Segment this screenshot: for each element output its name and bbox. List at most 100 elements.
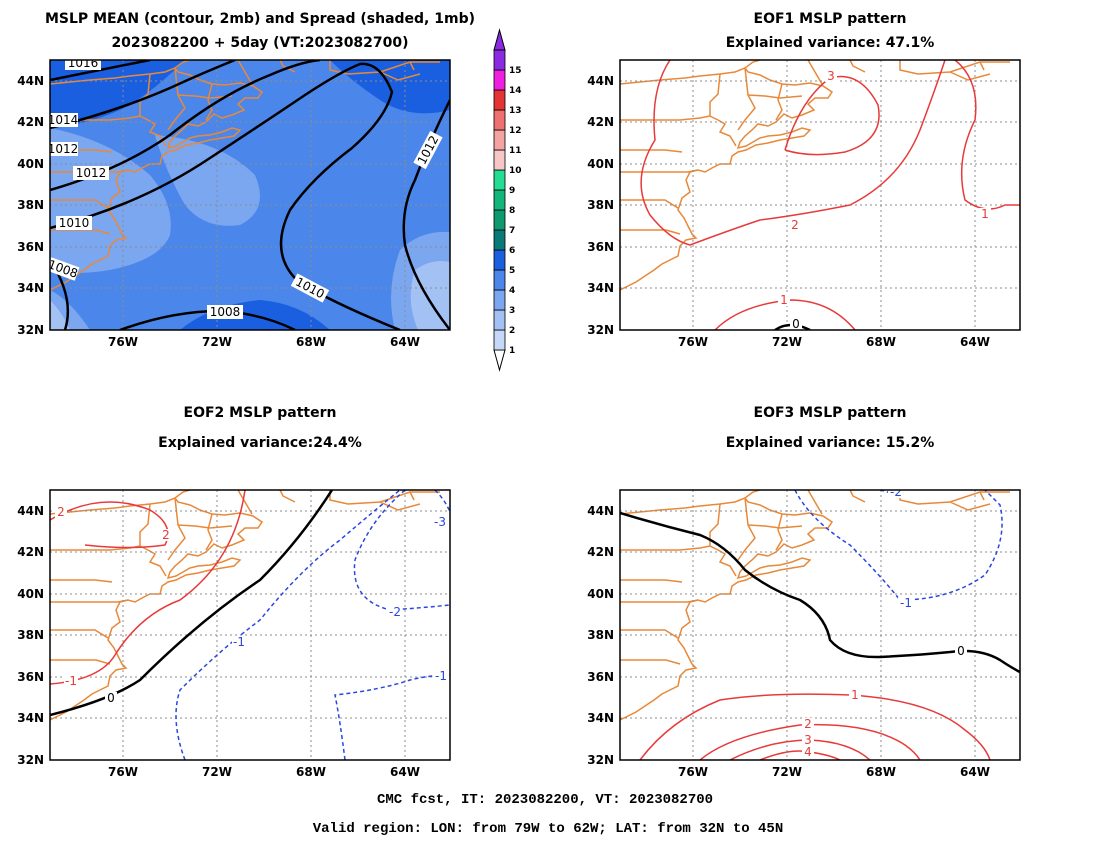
contour-pos-3 <box>729 739 871 760</box>
contour-label: 2 <box>804 717 812 731</box>
lat-tick-label: 34N <box>587 281 614 295</box>
contour-zero <box>620 511 1020 674</box>
contour-label: -3 <box>434 515 446 529</box>
eof2-panel: 2 2 -1 0 -1 -2 -3 -1 <box>49 489 451 761</box>
eof2-panel-subtitle: Explained variance:24.4% <box>158 435 362 451</box>
mean-panel-subtitle: 2023082200 + 5day (VT:2023082700) <box>111 35 408 51</box>
colorbar-upper-arrow <box>493 28 506 51</box>
colorbar-level-label: 1 <box>509 346 515 356</box>
lat-tick-label: 36N <box>587 240 614 254</box>
colorbar-swatch <box>493 109 506 131</box>
lat-tick-label: 32N <box>587 323 614 337</box>
contour-label: 0 <box>957 644 965 658</box>
colorbar-swatch <box>493 129 506 151</box>
colorbar-level-label: 6 <box>509 246 515 256</box>
lat-tick-label: 32N <box>17 323 44 337</box>
coastline <box>620 60 834 291</box>
colorbar-lower-arrow <box>493 349 506 372</box>
contour-neg-1-east <box>334 674 450 760</box>
lon-tick-label: 64W <box>390 765 420 779</box>
lat-tick-label: 34N <box>17 711 44 725</box>
contour-label: 3 <box>804 733 812 747</box>
lat-tick-label: 32N <box>17 753 44 767</box>
eof1-panel-frame <box>619 59 1021 331</box>
eof1-panel-subtitle: Explained variance: 47.1% <box>726 35 935 51</box>
lat-tick-label: 36N <box>17 670 44 684</box>
colorbar-level-label: 9 <box>509 186 515 196</box>
contour-label: 0 <box>107 691 115 705</box>
contour-pos-1 <box>50 490 246 685</box>
colorbar-swatch <box>493 249 506 271</box>
contour-pos-3 <box>784 75 880 156</box>
mean-panel-frame <box>49 59 451 331</box>
lon-tick-label: 68W <box>296 765 326 779</box>
lon-tick-label: 76W <box>108 335 138 349</box>
lat-tick-label: 40N <box>17 587 44 601</box>
contour-label: 0 <box>792 317 800 331</box>
eof3-panel-title: EOF3 MSLP pattern <box>754 405 907 421</box>
contour-label: 1014 <box>48 113 79 127</box>
eof2-contour-labels: 2 2 -1 0 -1 -2 -3 -1 <box>55 505 448 705</box>
contour-label: 2 <box>791 218 799 232</box>
colorbar-level-label: 12 <box>509 126 522 136</box>
colorbar-level-label: 11 <box>509 146 522 156</box>
eof3-panel: -2 -1 0 1 2 3 4 <box>619 489 1021 761</box>
colorbar-swatch <box>493 269 506 291</box>
eof1-coastlines <box>620 60 1010 291</box>
coastline <box>620 490 834 721</box>
colorbar-swatch <box>493 189 506 211</box>
lon-tick-label: 76W <box>678 765 708 779</box>
colorbar-level-label: 15 <box>509 66 522 76</box>
lat-tick-label: 38N <box>17 198 44 212</box>
eof2-panel-title: EOF2 MSLP pattern <box>184 405 337 421</box>
eof1-contour-labels: 3 2 1 1 0 <box>778 69 991 331</box>
lat-tick-label: 42N <box>17 545 44 559</box>
lon-tick-label: 72W <box>772 765 802 779</box>
lat-tick-label: 38N <box>587 198 614 212</box>
contour-neg-1 <box>175 490 401 760</box>
lat-tick-label: 34N <box>17 281 44 295</box>
eof3-panel-frame <box>619 489 1021 761</box>
coastline <box>50 490 264 721</box>
contour-label: -1 <box>65 674 77 688</box>
lon-tick-label: 68W <box>866 765 896 779</box>
eof1-panel: 3 2 1 1 0 <box>619 59 1021 331</box>
contour-label: 1016 <box>68 56 99 70</box>
contour-pos-4 <box>759 750 841 760</box>
footer-forecast-info: CMC fcst, IT: 2023082200, VT: 2023082700 <box>377 792 713 808</box>
colorbar-swatch <box>493 209 506 231</box>
colorbar-level-label: 13 <box>509 106 522 116</box>
contour-neg-1 <box>794 490 1003 601</box>
state-borders <box>50 490 440 665</box>
colorbar-level-label: 2 <box>509 326 515 336</box>
lon-tick-label: 72W <box>772 335 802 349</box>
colorbar-level-label: 5 <box>509 266 515 276</box>
colorbar-swatch <box>493 69 506 91</box>
isobar-1010 <box>50 62 401 330</box>
colorbar-level-label: 4 <box>509 286 515 296</box>
lon-tick-label: 76W <box>678 335 708 349</box>
lat-tick-label: 42N <box>587 115 614 129</box>
lon-tick-label: 64W <box>960 765 990 779</box>
lat-tick-label: 32N <box>587 753 614 767</box>
eof3-coastlines <box>620 490 1010 721</box>
eof2-contours <box>50 490 450 760</box>
contour-label: 1 <box>981 207 989 221</box>
lat-tick-label: 44N <box>17 504 44 518</box>
contour-label: 2 <box>57 505 65 519</box>
colorbar-swatch <box>493 49 506 71</box>
contour-pos-1 <box>639 693 991 760</box>
state-borders <box>620 490 1010 665</box>
colorbar-swatch <box>493 169 506 191</box>
contour-label: -1 <box>435 669 447 683</box>
spread-fill-5 <box>50 60 185 128</box>
contour-pos-2 <box>50 501 169 549</box>
contour-pos-1-east <box>954 60 1020 210</box>
contour-label: 1012 <box>76 166 107 180</box>
eof1-gridlines <box>620 60 1020 330</box>
contour-neg-2 <box>353 490 450 611</box>
contour-label: -1 <box>233 635 245 649</box>
eof3-contour-labels: -2 -1 0 1 2 3 4 <box>802 490 967 759</box>
lat-tick-label: 38N <box>587 628 614 642</box>
